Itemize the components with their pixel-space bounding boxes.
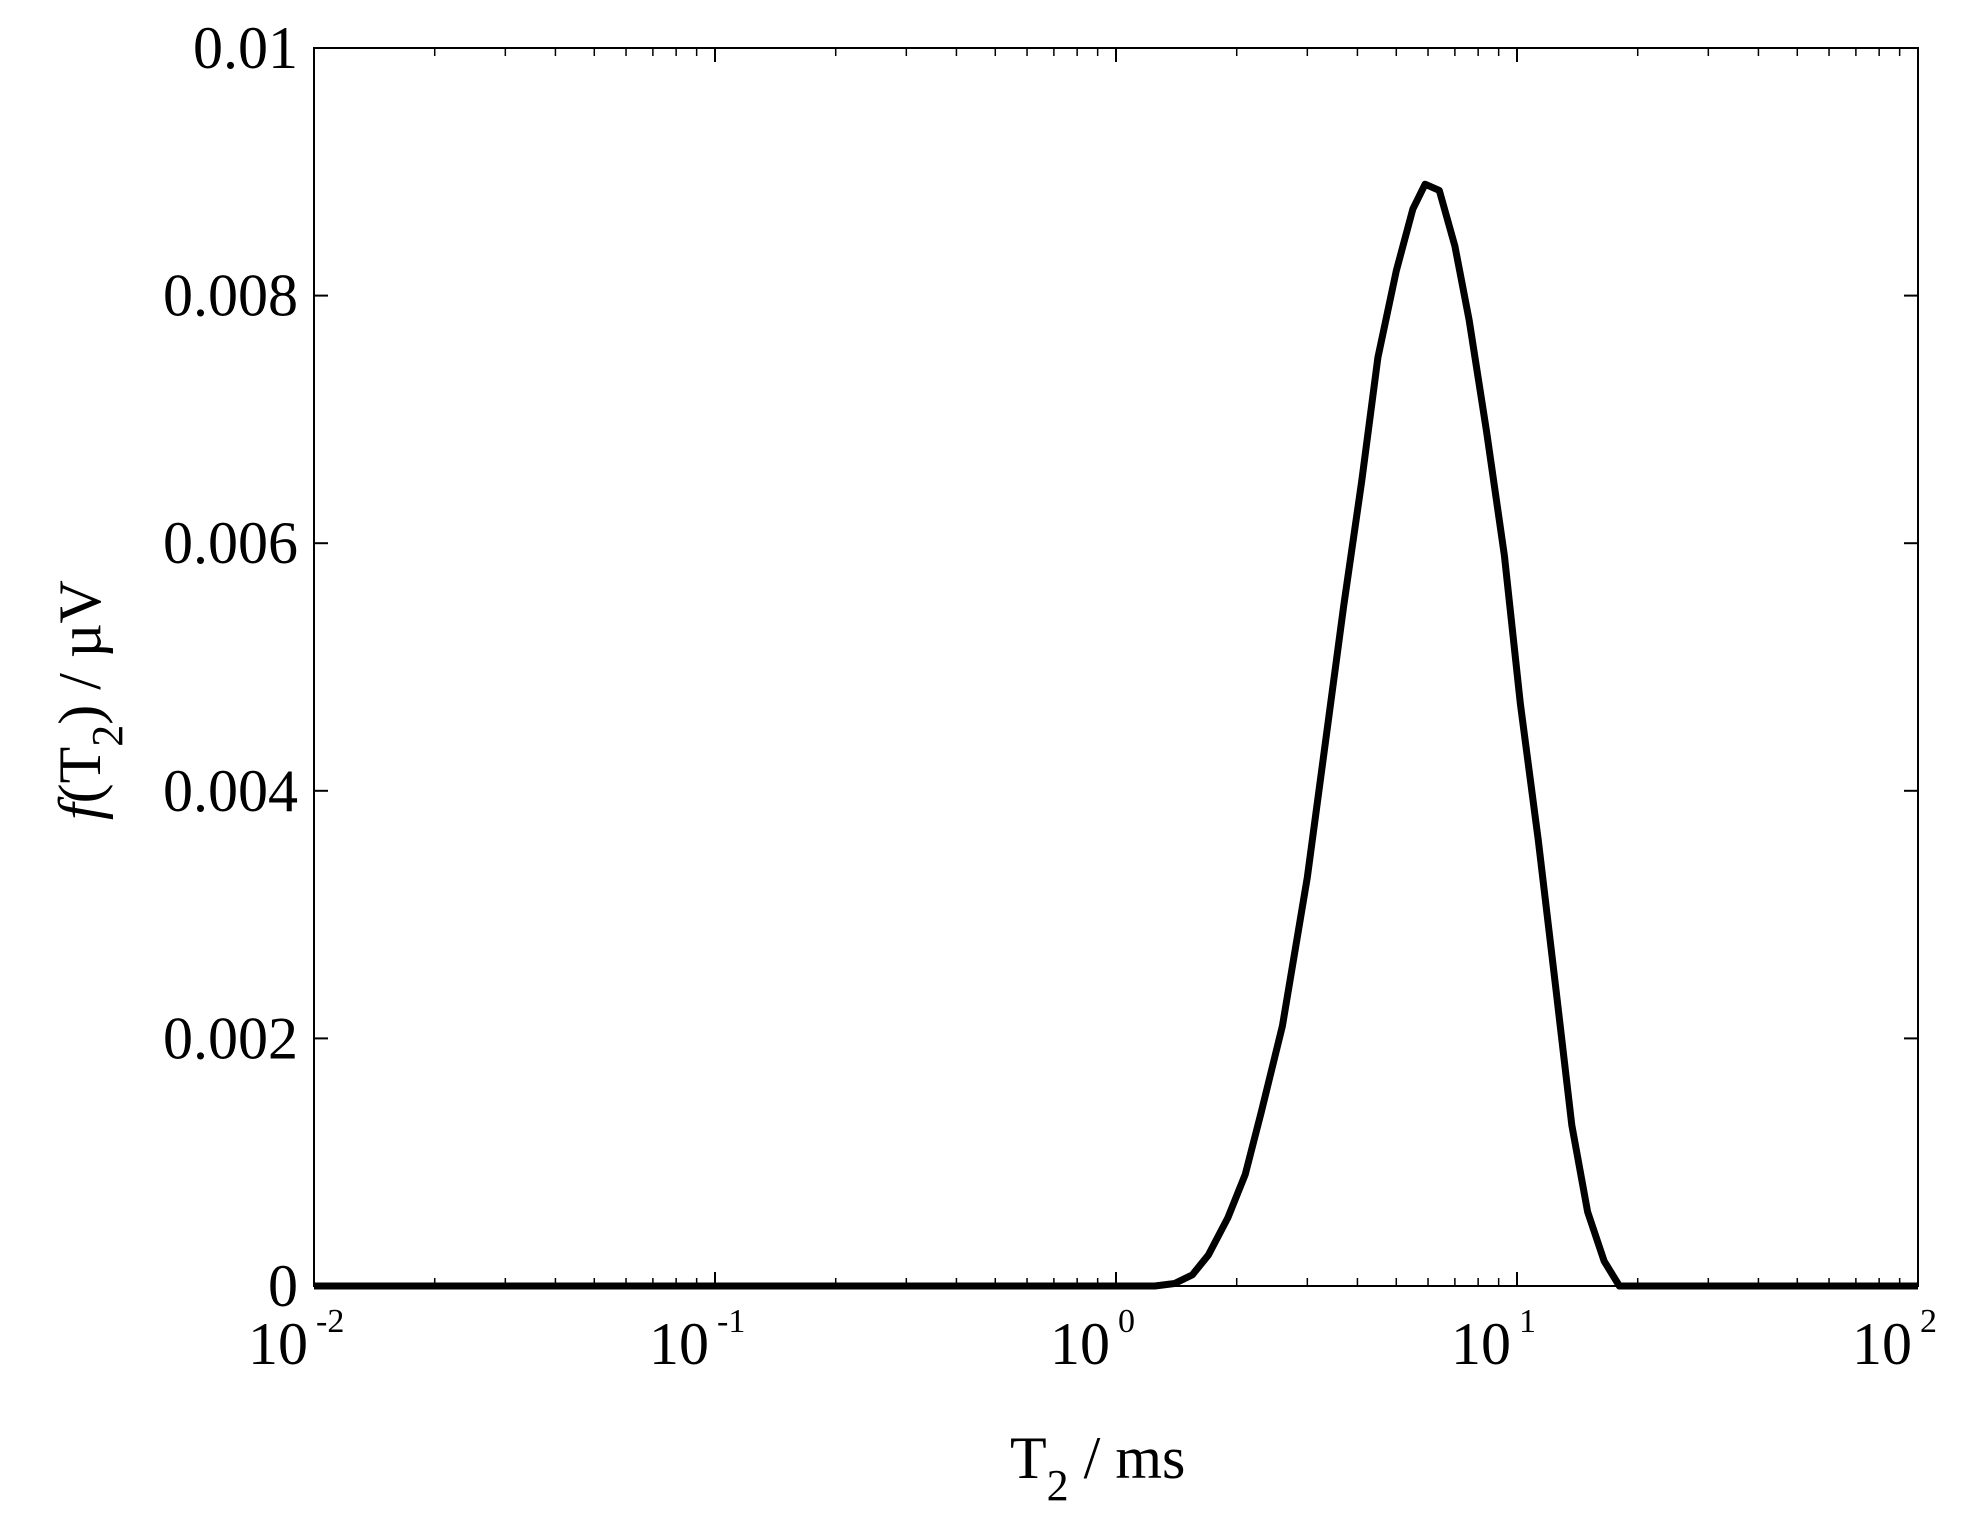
y-axis-title-open: (T [47, 747, 113, 804]
y-axis-title-rest: ) / µV [47, 580, 113, 725]
y-tick-label: 0.004 [163, 758, 298, 824]
x-tick-label-exponent: -1 [717, 1303, 745, 1340]
y-axis-title: f(T2) / µV [47, 580, 132, 820]
y-axis-ticks: 0 0.002 0.004 0.006 0.008 0.01 [163, 15, 1918, 1319]
x-tick-label-exponent: 1 [1519, 1303, 1536, 1340]
x-tick-label-exponent: 2 [1920, 1303, 1937, 1340]
x-tick-label-base: 10 [1451, 1311, 1511, 1377]
y-tick-label: 0.01 [193, 15, 298, 81]
series-layer [314, 180, 1918, 1290]
x-axis-title: T2 / ms [1010, 1425, 1185, 1510]
y-tick-label: 0.002 [163, 1005, 298, 1071]
x-axis-title-rest: / ms [1069, 1425, 1186, 1491]
y-tick-label: 0.006 [163, 510, 298, 576]
x-axis-title-sub: 2 [1047, 1461, 1069, 1510]
x-axis-ticks: 10 -2 10 -1 10 0 10 1 10 2 [248, 48, 1937, 1377]
x-tick-label-exponent: 0 [1118, 1303, 1135, 1340]
x-tick-label-exponent: -2 [316, 1303, 344, 1340]
x-tick-label-base: 10 [248, 1311, 308, 1377]
x-tick-label-base: 10 [649, 1311, 709, 1377]
series-line [314, 180, 1918, 1290]
y-tick-label: 0 [268, 1253, 298, 1319]
y-tick-label: 0.008 [163, 263, 298, 329]
plot-frame [313, 47, 1919, 1287]
x-tick-label-base: 10 [1852, 1311, 1912, 1377]
x-axis-title-main: T [1010, 1425, 1047, 1491]
y-axis-title-sub: 2 [83, 725, 132, 747]
x-tick-label-base: 10 [1050, 1311, 1110, 1377]
